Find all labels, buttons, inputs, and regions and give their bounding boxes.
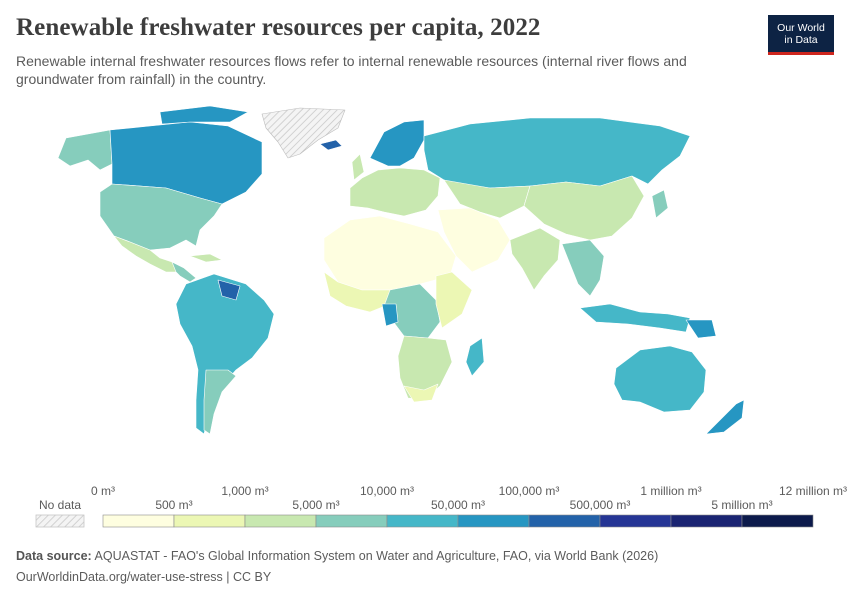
legend-bin-swatch[interactable] [599,514,672,528]
footer-source: Data source: AQUASTAT - FAO's Global Inf… [16,549,658,563]
region-new-zealand[interactable] [705,399,745,435]
region-india[interactable] [509,227,561,291]
region-australia[interactable] [613,345,707,413]
region-europe[interactable] [349,167,441,217]
legend-bin-label: 100,000 m³ [499,484,560,498]
logo-line-2: in Data [784,33,818,46]
legend-bin-swatch[interactable] [386,514,459,528]
legend-bin-label: 1 million m³ [640,484,701,498]
legend-bin-swatch[interactable] [670,514,743,528]
legend-bin-swatch[interactable] [457,514,530,528]
legend-bin-label: 1,000 m³ [221,484,268,498]
legend-no-data-label: No data [39,498,81,512]
region-alaska[interactable] [57,129,113,171]
region-southeast-asia[interactable] [561,239,605,297]
region-greenland[interactable] [261,107,346,159]
footer-separator: | [226,570,233,584]
region-south-america[interactable] [175,273,275,435]
region-caribbean[interactable] [189,253,223,263]
footer-url-link[interactable]: OurWorldinData.org/water-use-stress [16,570,223,584]
legend-bin-label: 500 m³ [155,498,192,512]
world-map[interactable] [0,100,850,470]
license-link[interactable]: CC BY [233,570,272,584]
region-japan[interactable] [651,189,669,219]
region-east-africa[interactable] [435,271,473,329]
region-guianas[interactable] [217,279,241,301]
source-text: AQUASTAT - FAO's Global Information Syst… [94,549,659,563]
region-russia[interactable] [423,117,691,189]
region-png[interactable] [685,319,717,339]
legend-bin-label: 10,000 m³ [360,484,414,498]
region-uk[interactable] [351,153,365,181]
source-label: Data source: [16,549,92,563]
footer-link-line: OurWorldinData.org/water-use-stress | CC… [16,570,271,584]
legend-bin-swatch[interactable] [244,514,317,528]
region-china[interactable] [523,175,645,241]
legend-bin-swatch[interactable] [528,514,601,528]
legend-bin-swatch[interactable] [315,514,388,528]
legend-bin-swatch[interactable] [173,514,246,528]
legend-bin-label: 0 m³ [91,484,115,498]
region-scandinavia[interactable] [369,119,425,167]
legend-bin-label: 50,000 m³ [431,498,485,512]
map-legend: No data 0 m³ 500 m³ 1,000 m³ 5,000 m³ 10,000… [35,484,847,528]
region-madagascar[interactable] [465,337,485,377]
legend-bin-label: 500,000 m³ [570,498,631,512]
region-iceland[interactable] [319,139,343,151]
region-central-america[interactable] [171,261,197,283]
legend-bin-swatch[interactable] [102,514,175,528]
region-south-africa[interactable] [403,383,439,403]
logo-line-1: Our World [777,21,825,34]
region-indonesia[interactable] [579,303,691,333]
region-gabon-congo[interactable] [381,303,399,327]
chart-subtitle: Renewable internal freshwater resources … [16,53,687,87]
legend-no-data-swatch [35,514,85,528]
region-central-asia[interactable] [443,179,531,219]
legend-bin-swatch[interactable] [741,514,814,528]
chart-title: Renewable freshwater resources per capit… [16,14,541,41]
region-argentina[interactable] [203,369,237,435]
legend-bin-label: 12 million m³ [779,484,847,498]
legend-bin-label: 5,000 m³ [292,498,339,512]
legend-bin-label: 5 million m³ [711,498,772,512]
region-canada-islands[interactable] [159,105,249,125]
owid-logo[interactable]: Our World in Data [768,15,834,55]
